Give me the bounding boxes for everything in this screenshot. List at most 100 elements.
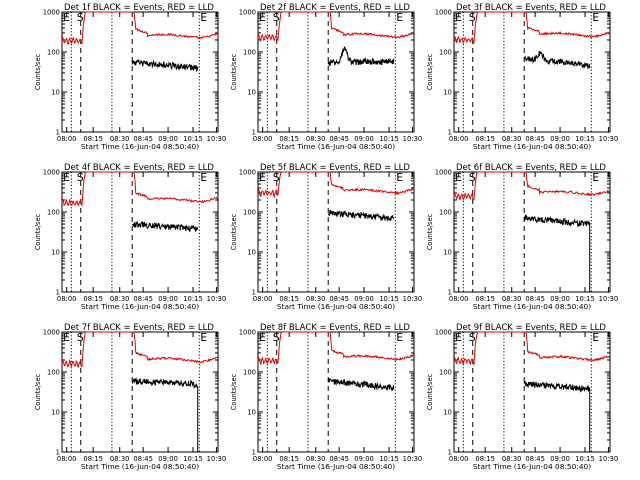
y-axis-label: Counts/sec	[426, 213, 434, 250]
saa-marker: S	[77, 171, 84, 184]
start-marker: E	[455, 11, 462, 24]
x-tick-label: 10:15	[183, 455, 203, 463]
x-tick-label: 10:30	[599, 295, 619, 303]
x-tick-label: 10:30	[207, 135, 227, 143]
x-tick-label: 10:15	[575, 455, 595, 463]
y-tick-label: 10	[247, 409, 256, 417]
panel-7: Det 7f BLACK = Events, RED = LLD 1 10 100 10…	[34, 323, 226, 471]
x-tick-label: 08:45	[133, 295, 153, 303]
x-tick-label: 08:15	[279, 135, 299, 143]
x-axis-label: Start Time (16-Jun-04 08:50:40)	[473, 302, 591, 311]
x-tick-label: 10:30	[599, 455, 619, 463]
x-tick-label: 08:00	[449, 295, 469, 303]
x-tick-label: 09:00	[158, 295, 178, 303]
panel-2: Det 2f BLACK = Events, RED = LLD 1 10 100 10…	[230, 3, 422, 151]
x-tick-label: 08:00	[57, 135, 77, 143]
x-tick-label: 08:30	[110, 455, 130, 463]
y-tick-label: 10	[51, 249, 60, 257]
end-marker: E	[592, 171, 599, 184]
start-marker: E	[455, 331, 462, 344]
x-axis-label: Start Time (16-Jun-04 08:50:40)	[277, 462, 395, 471]
x-tick-label: 08:00	[57, 295, 77, 303]
panel-8: Det 8f BLACK = Events, RED = LLD 1 10 100 10…	[230, 323, 422, 471]
y-tick-label: 10	[51, 89, 60, 97]
panel-title: Det 4f BLACK = Events, RED = LLD	[64, 163, 214, 173]
x-axis-label: Start Time (16-Jun-04 08:50:40)	[473, 142, 591, 151]
x-tick-label: 09:00	[550, 455, 570, 463]
x-tick-label: 10:30	[207, 455, 227, 463]
x-tick-label: 08:30	[306, 135, 326, 143]
panel-title: Det 3f BLACK = Events, RED = LLD	[456, 3, 606, 13]
x-tick-label: 10:30	[403, 135, 423, 143]
events-series-line	[523, 50, 591, 69]
x-tick-label: 08:30	[502, 135, 522, 143]
x-axis-label: Start Time (16-Jun-04 08:50:40)	[81, 462, 199, 471]
panel-6: Det 6f BLACK = Events, RED = LLD 1 10 100 10…	[426, 163, 618, 311]
saa-marker: S	[469, 171, 476, 184]
y-tick-label: 1	[252, 289, 256, 297]
events-series-line	[327, 46, 395, 67]
y-tick-label: 1000	[435, 329, 452, 337]
x-tick-label: 10:30	[207, 295, 227, 303]
end-marker: E	[592, 11, 599, 24]
x-tick-label: 10:15	[379, 135, 399, 143]
x-axis-label: Start Time (16-Jun-04 08:50:40)	[81, 142, 199, 151]
saa-marker: S	[77, 11, 84, 24]
x-tick-label: 08:00	[253, 135, 273, 143]
x-axis-label: Start Time (16-Jun-04 08:50:40)	[277, 142, 395, 151]
x-tick-label: 08:45	[133, 135, 153, 143]
lld-series-line	[453, 171, 611, 201]
plot-frame	[61, 171, 219, 293]
start-marker: E	[259, 331, 266, 344]
y-tick-label: 1000	[239, 329, 256, 337]
y-tick-label: 100	[439, 369, 452, 377]
panel-4: Det 4f BLACK = Events, RED = LLD 1 10 100 10…	[34, 163, 226, 311]
events-series-line	[523, 380, 591, 452]
panel-title: Det 8f BLACK = Events, RED = LLD	[260, 323, 410, 333]
saa-marker: S	[469, 331, 476, 344]
panel-title: Det 2f BLACK = Events, RED = LLD	[260, 3, 410, 13]
y-axis-label: Counts/sec	[34, 373, 42, 410]
x-tick-label: 08:00	[57, 455, 77, 463]
events-series-line	[131, 377, 199, 452]
x-tick-label: 10:15	[575, 295, 595, 303]
x-tick-label: 08:15	[475, 295, 495, 303]
y-tick-label: 1000	[43, 329, 60, 337]
start-marker: E	[63, 171, 70, 184]
x-tick-label: 08:30	[306, 295, 326, 303]
y-axis-label: Counts/sec	[426, 53, 434, 90]
x-tick-label: 08:45	[525, 135, 545, 143]
lld-series-line	[257, 11, 415, 43]
x-tick-label: 08:00	[449, 455, 469, 463]
start-marker: E	[63, 11, 70, 24]
x-tick-label: 09:00	[354, 135, 374, 143]
panel-title: Det 7f BLACK = Events, RED = LLD	[64, 323, 214, 333]
lld-series-line	[453, 331, 611, 366]
panel-title: Det 1f BLACK = Events, RED = LLD	[64, 3, 214, 13]
plot-frame	[61, 11, 219, 133]
x-tick-label: 08:15	[475, 135, 495, 143]
x-axis-label: Start Time (16-Jun-04 08:50:40)	[81, 302, 199, 311]
y-tick-label: 1000	[43, 9, 60, 17]
events-series-line	[327, 378, 395, 392]
y-tick-label: 1	[56, 129, 60, 137]
events-series-line	[131, 59, 199, 73]
x-tick-label: 08:00	[449, 135, 469, 143]
panel-title: Det 6f BLACK = Events, RED = LLD	[456, 163, 606, 173]
x-tick-label: 08:30	[110, 135, 130, 143]
plot-frame	[257, 331, 415, 453]
y-tick-label: 1	[252, 129, 256, 137]
start-marker: E	[259, 11, 266, 24]
end-marker: E	[396, 171, 403, 184]
y-axis-label: Counts/sec	[34, 53, 42, 90]
y-tick-label: 1000	[239, 9, 256, 17]
y-tick-label: 100	[243, 49, 256, 57]
x-tick-label: 08:45	[329, 135, 349, 143]
x-tick-label: 09:00	[354, 295, 374, 303]
saa-marker: S	[469, 11, 476, 24]
x-tick-label: 08:15	[83, 295, 103, 303]
x-tick-label: 10:15	[575, 135, 595, 143]
x-axis-label: Start Time (16-Jun-04 08:50:40)	[473, 462, 591, 471]
start-marker: E	[259, 171, 266, 184]
y-tick-label: 1000	[435, 169, 452, 177]
